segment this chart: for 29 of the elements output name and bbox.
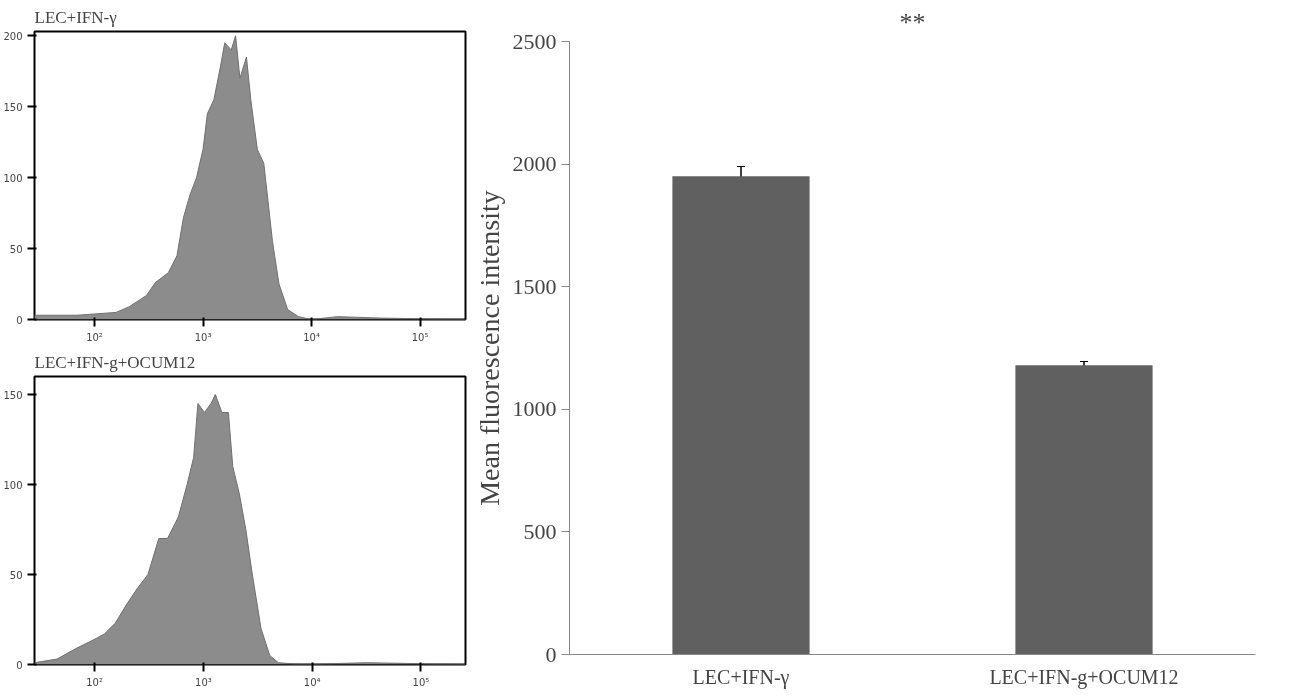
y-tick-label: 150 <box>3 389 23 401</box>
y-tick-label: 100 <box>3 479 23 491</box>
x-tick-label: 10⁵ <box>411 331 429 343</box>
chart-title: LEC+IFN-g+OCUM12 <box>34 352 196 372</box>
y-tick-label: 200 <box>3 30 23 42</box>
y-axis-title: Mean fluorescence intensity <box>473 190 505 506</box>
y-tick-label: 1500 <box>512 273 557 299</box>
x-tick-label: 10² <box>86 676 103 688</box>
x-tick-label: 10⁵ <box>412 676 430 688</box>
y-tick-label: 500 <box>523 518 557 544</box>
y-tick-label: 0 <box>545 641 557 667</box>
x-tick-label: LEC+IFN-g+OCUM12 <box>989 665 1179 689</box>
y-tick-label: 1000 <box>512 396 557 422</box>
y-tick-label: 0 <box>16 659 23 671</box>
x-tick-label: 10⁴ <box>303 331 320 343</box>
x-tick-label: LEC+IFN-γ <box>692 665 790 689</box>
y-tick-label: 2000 <box>512 151 557 177</box>
x-tick-label: 10² <box>86 331 103 343</box>
y-tick-label: 2500 <box>512 28 557 54</box>
text: ** <box>899 7 926 37</box>
x-tick-label: 10³ <box>195 676 212 688</box>
y-tick-label: 50 <box>9 243 23 255</box>
x-tick-label: 10⁴ <box>303 676 321 688</box>
y-tick-label: 50 <box>9 569 23 581</box>
x-tick-label: 10³ <box>194 331 212 343</box>
chart-title: LEC+IFN-γ <box>34 7 118 27</box>
y-tick-label: 100 <box>3 172 23 184</box>
y-tick-label: 150 <box>3 101 23 113</box>
y-tick-label: 0 <box>16 314 23 326</box>
